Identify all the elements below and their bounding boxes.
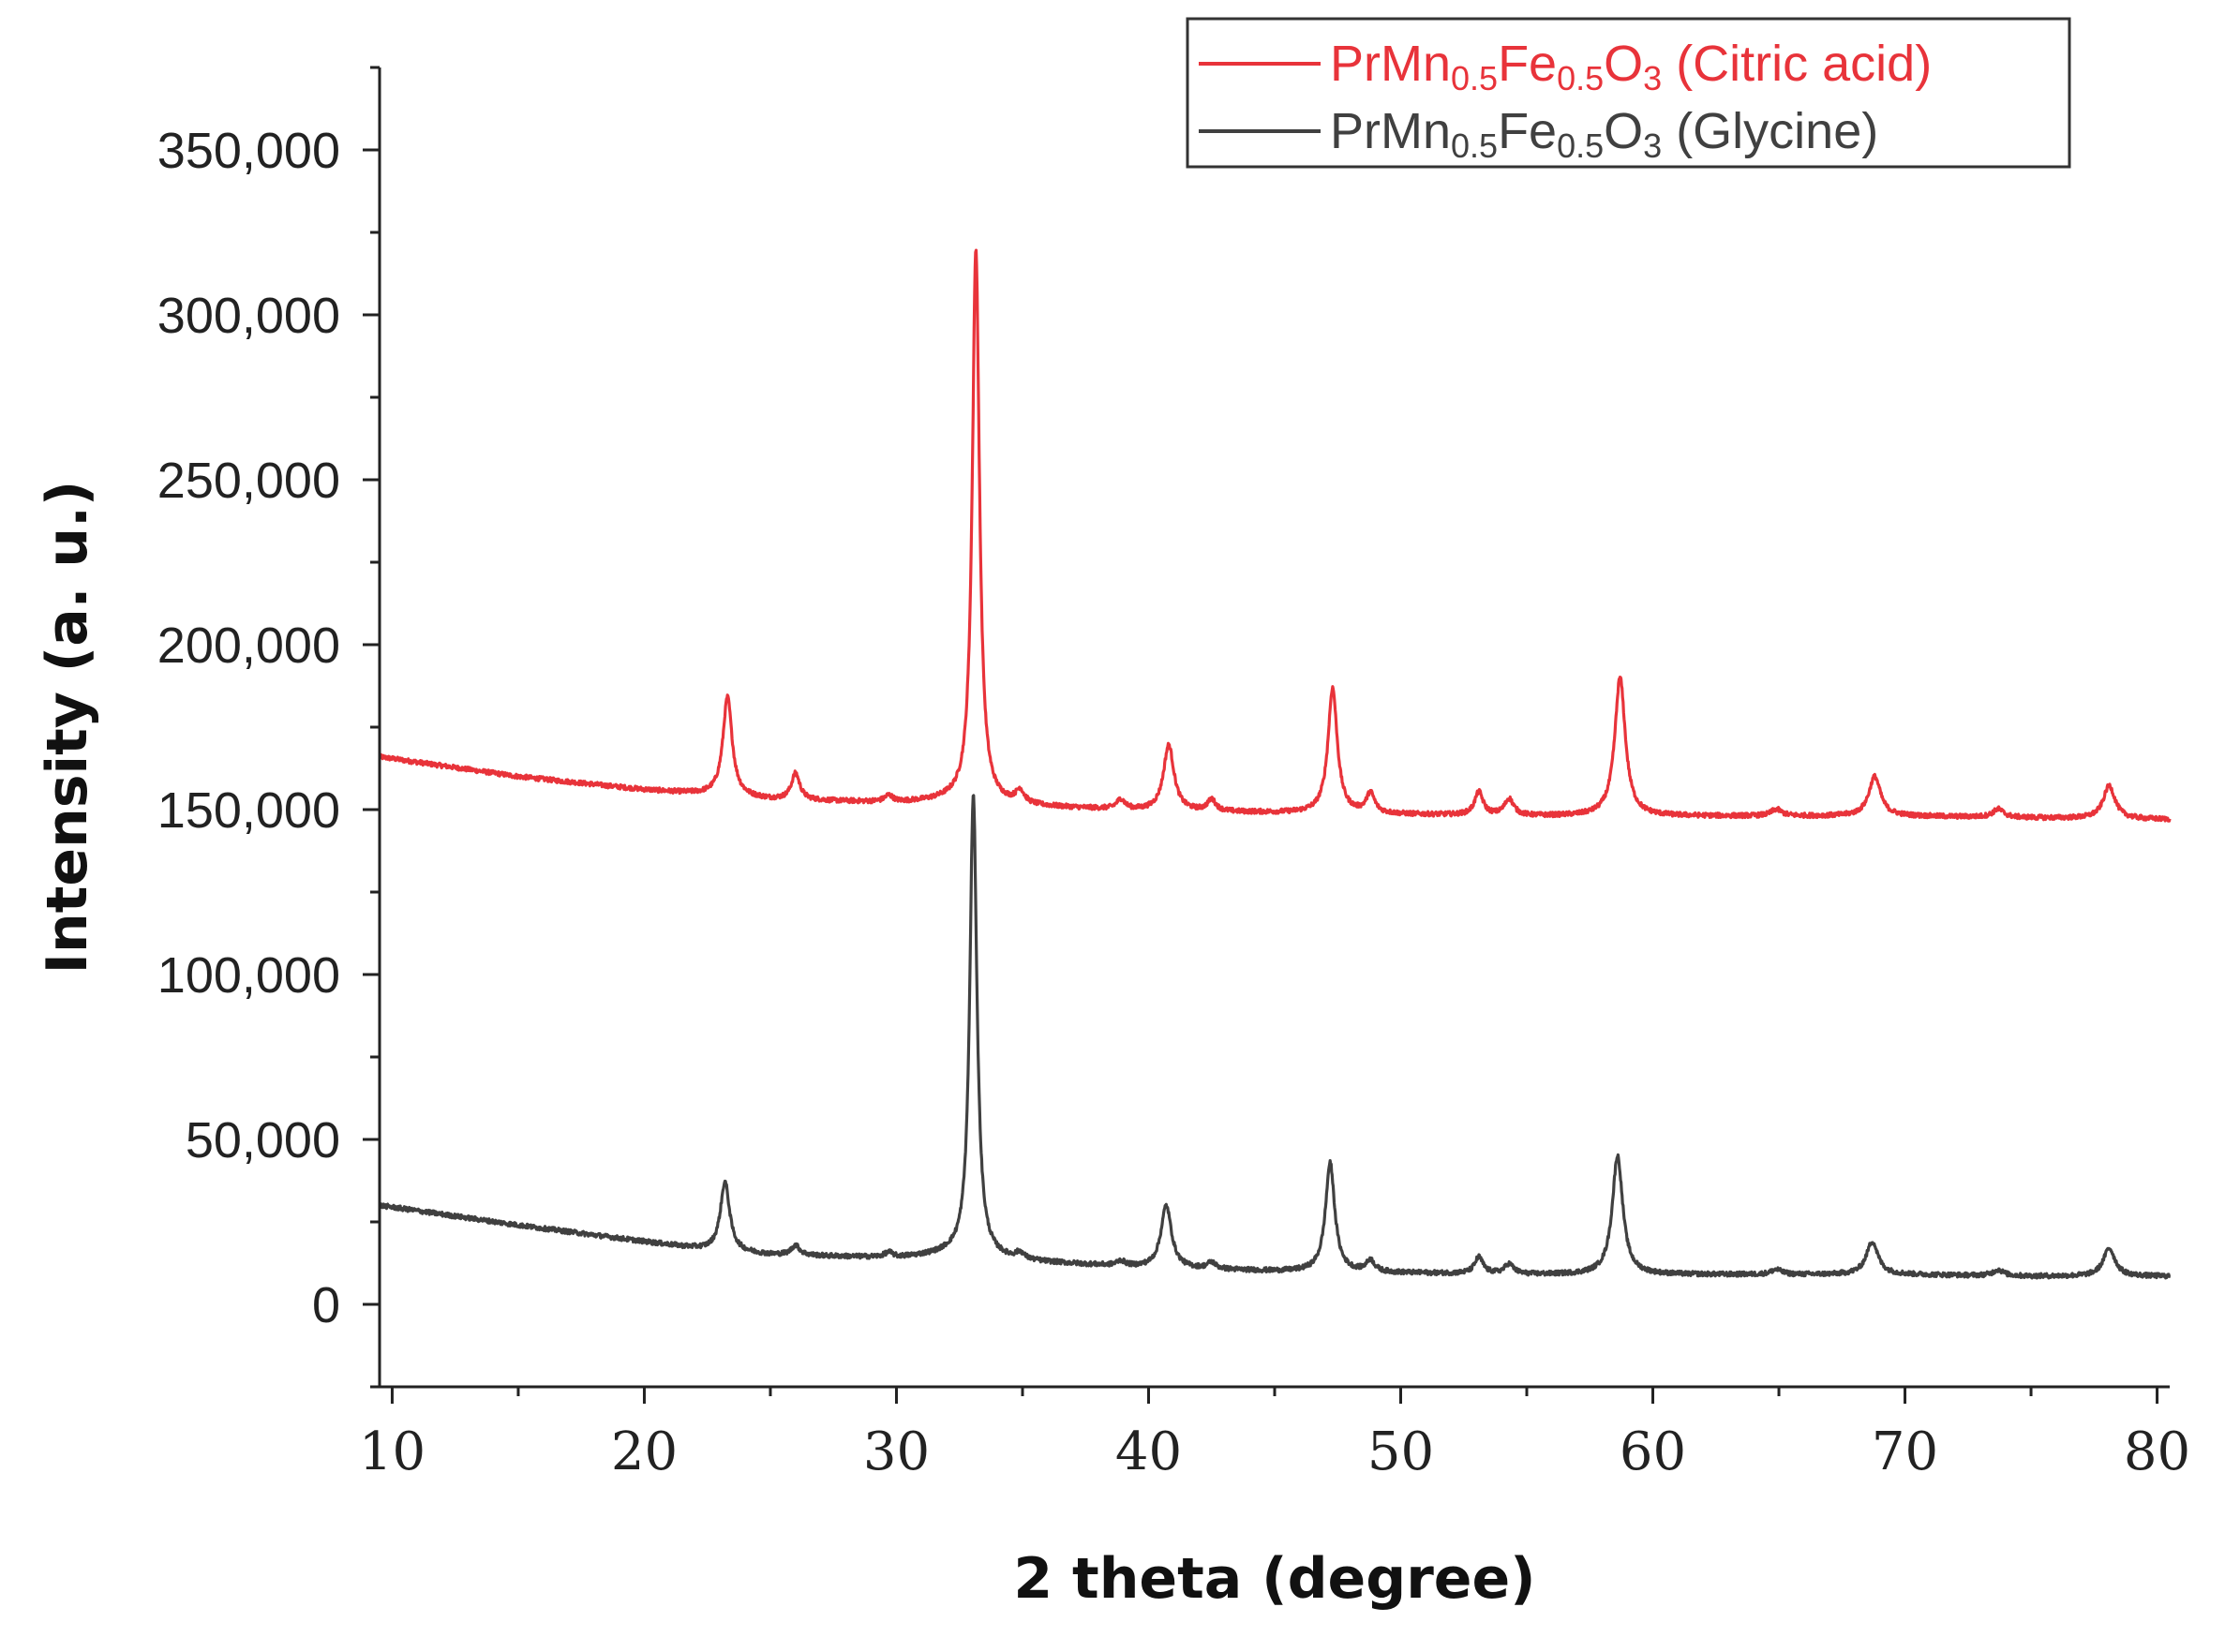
x-tick-label: 40	[1115, 1421, 1182, 1482]
series-line-0	[378, 248, 2172, 823]
x-tick-label: 80	[2124, 1421, 2190, 1482]
legend-box	[1186, 17, 2071, 169]
x-tick-label: 30	[863, 1421, 930, 1482]
y-ticks: 0 50,000 100,000 150,000 200,000 250,000 300,0…	[157, 66, 380, 1389]
legend-glycine-suffix: (Glycine)	[1662, 103, 1878, 159]
y-tick-label: 350,000	[157, 123, 340, 179]
legend-glycine-sub1: 0.5	[1451, 127, 1498, 165]
y-axis-title: Intensity (a. u.)	[35, 481, 100, 975]
x-ticks: 10 20 30 40 50 60 70 80	[359, 1387, 2190, 1482]
legend: PrMn0.5Fe0.5O3 (Citric acid) PrMn0.5Fe0.…	[1186, 17, 2071, 169]
legend-glycine-sub3: 3	[1643, 127, 1662, 165]
series-layer	[378, 248, 2172, 1280]
x-tick-label: 20	[611, 1421, 678, 1482]
legend-citric-suffix: (Citric acid)	[1662, 36, 1932, 92]
y-tick-label: 0	[312, 1277, 340, 1333]
legend-citric-fe: Fe	[1498, 36, 1557, 92]
x-tick-label: 10	[359, 1421, 426, 1482]
legend-citric-o: O	[1604, 36, 1643, 92]
y-tick-label: 50,000	[186, 1112, 340, 1168]
y-tick-label: 200,000	[157, 618, 340, 674]
x-axis-title: 2 theta (degree)	[1013, 1546, 1535, 1612]
y-tick-label: 100,000	[157, 947, 340, 1004]
legend-glycine-fe: Fe	[1498, 103, 1557, 159]
legend-citric-prmn: PrMn	[1330, 36, 1451, 92]
legend-glycine-sub2: 0.5	[1557, 127, 1604, 165]
x-tick-label: 50	[1367, 1421, 1434, 1482]
legend-citric-sub2: 0.5	[1557, 59, 1604, 97]
legend-label-citric-acid: PrMn0.5Fe0.5O3 (Citric acid)	[1330, 36, 1932, 97]
series-line-1	[378, 794, 2172, 1280]
legend-label-glycine: PrMn0.5Fe0.5O3 (Glycine)	[1330, 103, 1878, 165]
y-tick-label: 150,000	[157, 782, 340, 839]
legend-glycine-o: O	[1604, 103, 1643, 159]
axes-layer	[378, 67, 2170, 1389]
legend-citric-sub1: 0.5	[1451, 59, 1498, 97]
y-tick-label: 300,000	[157, 288, 340, 344]
x-tick-label: 70	[1872, 1421, 1938, 1482]
legend-citric-sub3: 3	[1643, 59, 1662, 97]
x-tick-label: 60	[1620, 1421, 1686, 1482]
legend-glycine-prmn: PrMn	[1330, 103, 1451, 159]
y-tick-label: 250,000	[157, 453, 340, 509]
